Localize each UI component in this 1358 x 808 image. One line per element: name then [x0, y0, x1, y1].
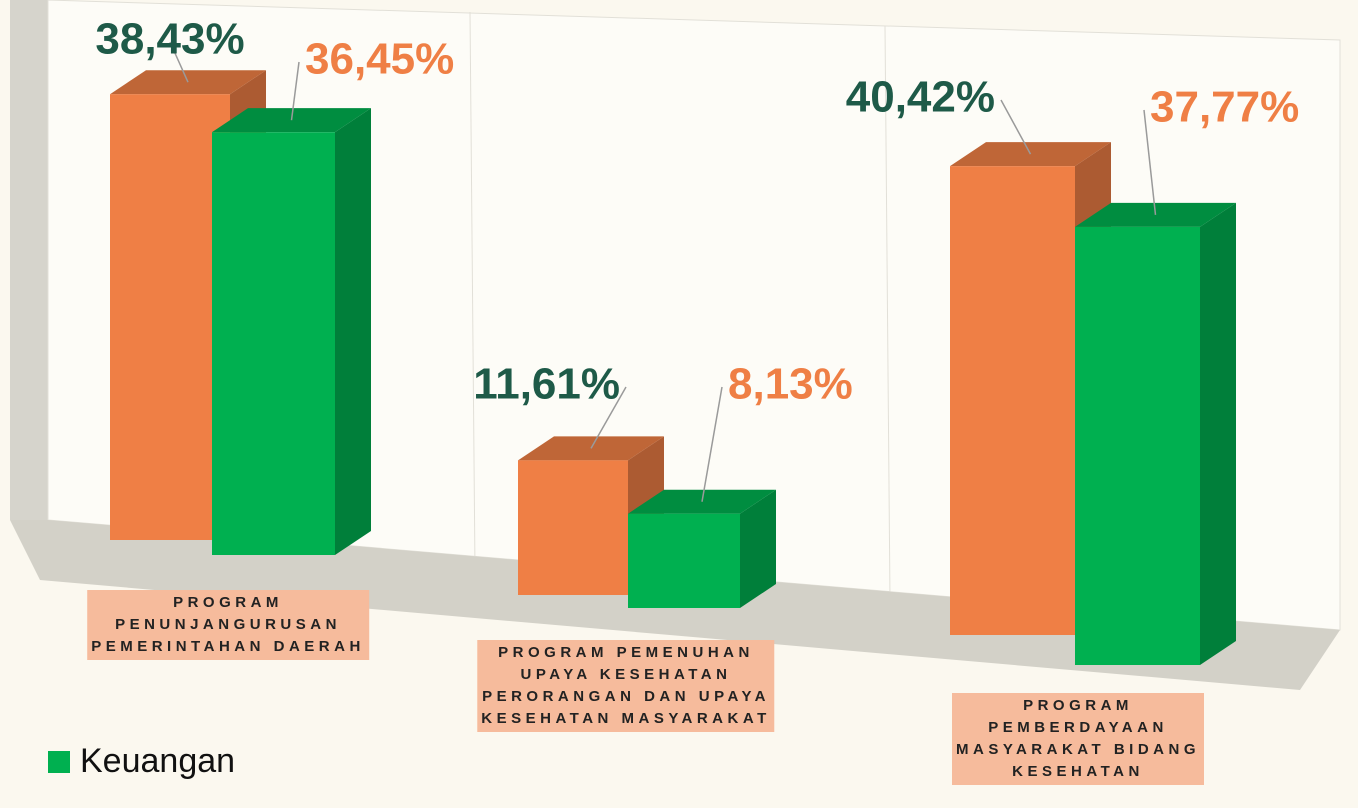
value-label: 8,13%	[728, 360, 853, 409]
legend: Keuangan	[48, 742, 235, 781]
leader-line	[169, 41, 189, 83]
category-line: UPAYA KESEHATAN	[520, 666, 732, 683]
category-line: PEMBERDAYAAN	[988, 719, 1168, 736]
bar	[628, 513, 740, 608]
legend-label: Keuangan	[80, 742, 236, 780]
leader-line	[1143, 109, 1157, 215]
side-wall	[10, 0, 48, 520]
value-label: 36,45%	[305, 35, 454, 84]
value-label: 40,42%	[846, 73, 995, 122]
bar-side	[335, 108, 371, 556]
bar	[518, 460, 628, 595]
bar-side	[740, 489, 776, 608]
bar	[110, 94, 230, 540]
category-label: PROGRAM PEMBERDAYAAN MASYARAKAT BIDANG KESE…	[951, 693, 1205, 785]
value-label: 38,43%	[95, 15, 244, 64]
leader-line	[590, 386, 627, 449]
category-line: PROGRAM	[1023, 697, 1133, 714]
category-line: PENUNJANGURUSAN	[115, 616, 341, 633]
divider	[884, 25, 891, 601]
leader-line	[290, 61, 300, 121]
category-line: PROGRAM PEMENUHAN	[498, 644, 754, 661]
category-line: PROGRAM	[173, 594, 283, 611]
bar-side	[1200, 202, 1236, 666]
bar-top	[628, 489, 776, 514]
value-label: 37,77%	[1150, 83, 1299, 132]
bar	[950, 166, 1075, 636]
category-label: PROGRAM PEMENUHAN UPAYA KESEHATAN PERORANG…	[477, 640, 775, 732]
leader-line	[1000, 99, 1032, 155]
category-line: KESEHATAN	[1012, 763, 1144, 780]
category-line: MASYARAKAT BIDANG	[955, 741, 1201, 758]
category-line: PEMERINTAHAN DAERAH	[91, 638, 365, 655]
value-label: 11,61%	[473, 360, 620, 409]
legend-swatch	[48, 750, 70, 773]
divider	[469, 11, 476, 571]
leader-line	[701, 386, 723, 502]
bar	[1075, 226, 1200, 666]
category-label: PROGRAM PENUNJANGURUSAN PEMERINTAHAN DAERA…	[87, 590, 369, 660]
bar	[212, 132, 335, 555]
category-line: KESEHATAN MASYARAKAT	[481, 710, 771, 727]
category-line: PERORANGAN DAN UPAYA	[482, 688, 770, 705]
